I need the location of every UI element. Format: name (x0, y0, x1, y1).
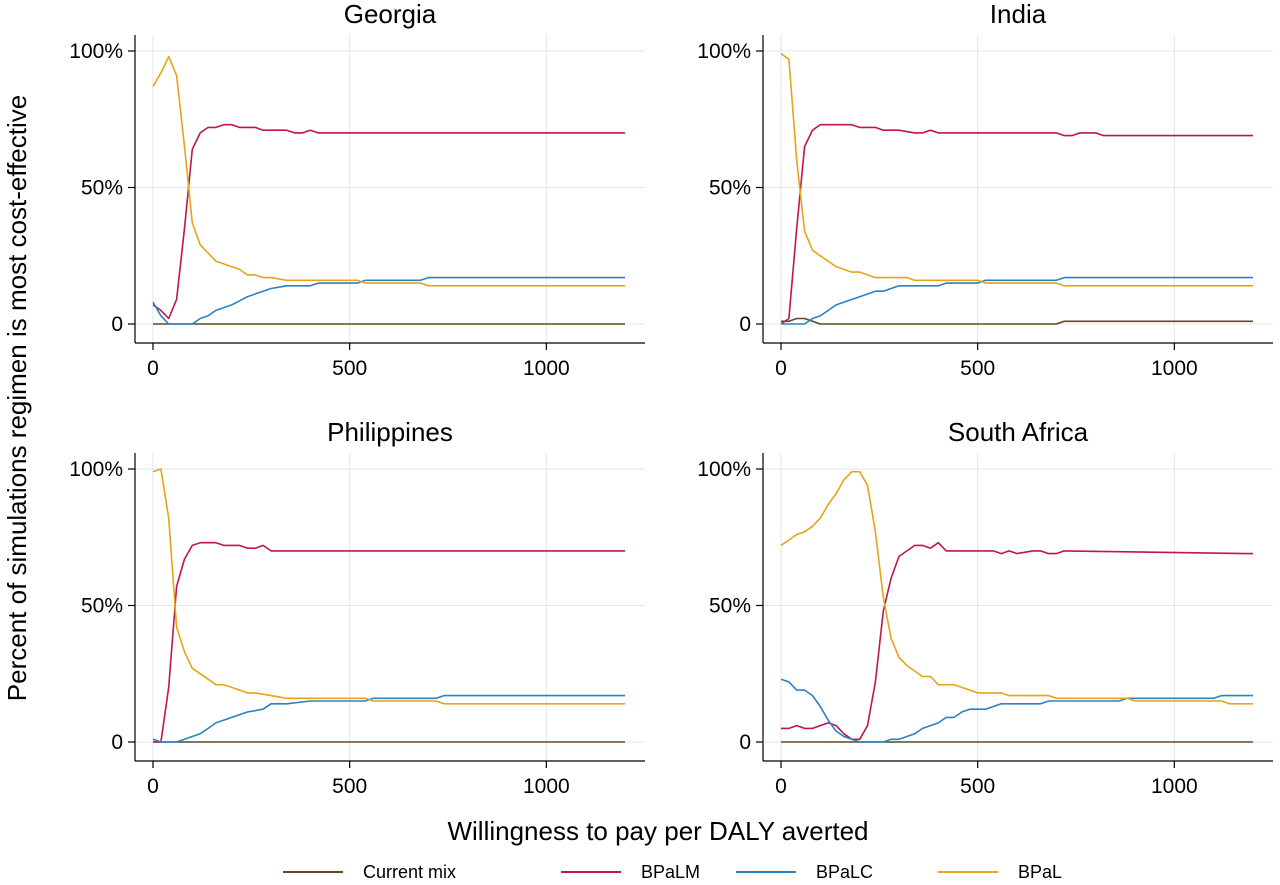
y-tick-label: 100% (697, 458, 751, 481)
series-line-bpalm-india (780, 123, 1253, 325)
x-tick-label: 500 (960, 357, 995, 380)
x-tick-label: 1000 (523, 357, 570, 380)
panel-south-africa: South Africa 0 50% 100% 0 500 1000 (697, 417, 1273, 798)
y-tick-label: 100% (69, 458, 123, 481)
x-tick-label: 0 (775, 775, 787, 798)
series-line-bpal-south-africa (780, 470, 1253, 705)
legend-label-bpal: BPaL (1018, 862, 1062, 882)
series-line-bpal-philippines (152, 468, 625, 705)
y-tick-label: 0 (739, 731, 751, 754)
panel-title-india: India (990, 0, 1047, 29)
legend-item-bpalc: BPaLC (736, 862, 873, 882)
x-tick-label: 500 (332, 357, 367, 380)
series-line-bpalm-philippines (153, 541, 625, 743)
x-tick-label: 0 (775, 357, 787, 380)
series-line-bpalc-georgia (152, 276, 625, 325)
y-tick-label: 0 (111, 313, 123, 336)
chart-panels: Georgia 0 50% 100% 0 500 1000 India 0 50% 100% 0 500… (69, 0, 1273, 798)
series-line-bpalc-philippines (152, 694, 625, 743)
legend: Current mix BPaLM BPaLC BPaL (283, 862, 1062, 882)
legend-item-bpalm: BPaLM (561, 862, 700, 882)
y-axis-title: Percent of simulations regimen is most c… (2, 95, 32, 701)
series-line-bpal-georgia (152, 55, 625, 287)
y-tick-label: 100% (697, 40, 751, 63)
x-tick-label: 0 (147, 357, 159, 380)
y-tick-label: 0 (111, 731, 123, 754)
series-line-current-mix-india (781, 317, 1253, 325)
legend-label-bpalm: BPaLM (641, 862, 700, 882)
x-tick-label: 1000 (1151, 357, 1198, 380)
panel-india: India 0 50% 100% 0 500 1000 (697, 0, 1273, 380)
y-tick-label: 50% (81, 177, 123, 200)
panel-title-georgia: Georgia (344, 0, 437, 29)
y-tick-label: 0 (739, 313, 751, 336)
legend-item-current-mix: Current mix (283, 862, 456, 882)
y-tick-label: 100% (69, 40, 123, 63)
legend-label-current-mix: Current mix (363, 862, 456, 882)
x-tick-label: 500 (332, 775, 367, 798)
y-tick-label: 50% (709, 177, 751, 200)
x-tick-label: 1000 (523, 775, 570, 798)
panel-philippines: Philippines 0 50% 100% 0 500 1000 (69, 417, 645, 798)
series-line-bpalc-india (781, 276, 1253, 325)
x-axis-title: Willingness to pay per DALY averted (447, 816, 868, 846)
legend-label-bpalc: BPaLC (816, 862, 873, 882)
y-tick-label: 50% (709, 595, 751, 618)
x-tick-label: 0 (147, 775, 159, 798)
series-line-bpalm-georgia (152, 123, 625, 320)
series-line-bpalm-south-africa (781, 541, 1253, 741)
panel-title-philippines: Philippines (327, 417, 453, 447)
x-tick-label: 1000 (1151, 775, 1198, 798)
series-line-bpalc-south-africa (780, 678, 1253, 743)
y-tick-label: 50% (81, 595, 123, 618)
x-tick-label: 500 (960, 775, 995, 798)
legend-item-bpal: BPaL (938, 862, 1062, 882)
panel-georgia: Georgia 0 50% 100% 0 500 1000 (69, 0, 645, 380)
panel-title-south-africa: South Africa (948, 417, 1089, 447)
series-line-bpal-india (780, 53, 1253, 287)
